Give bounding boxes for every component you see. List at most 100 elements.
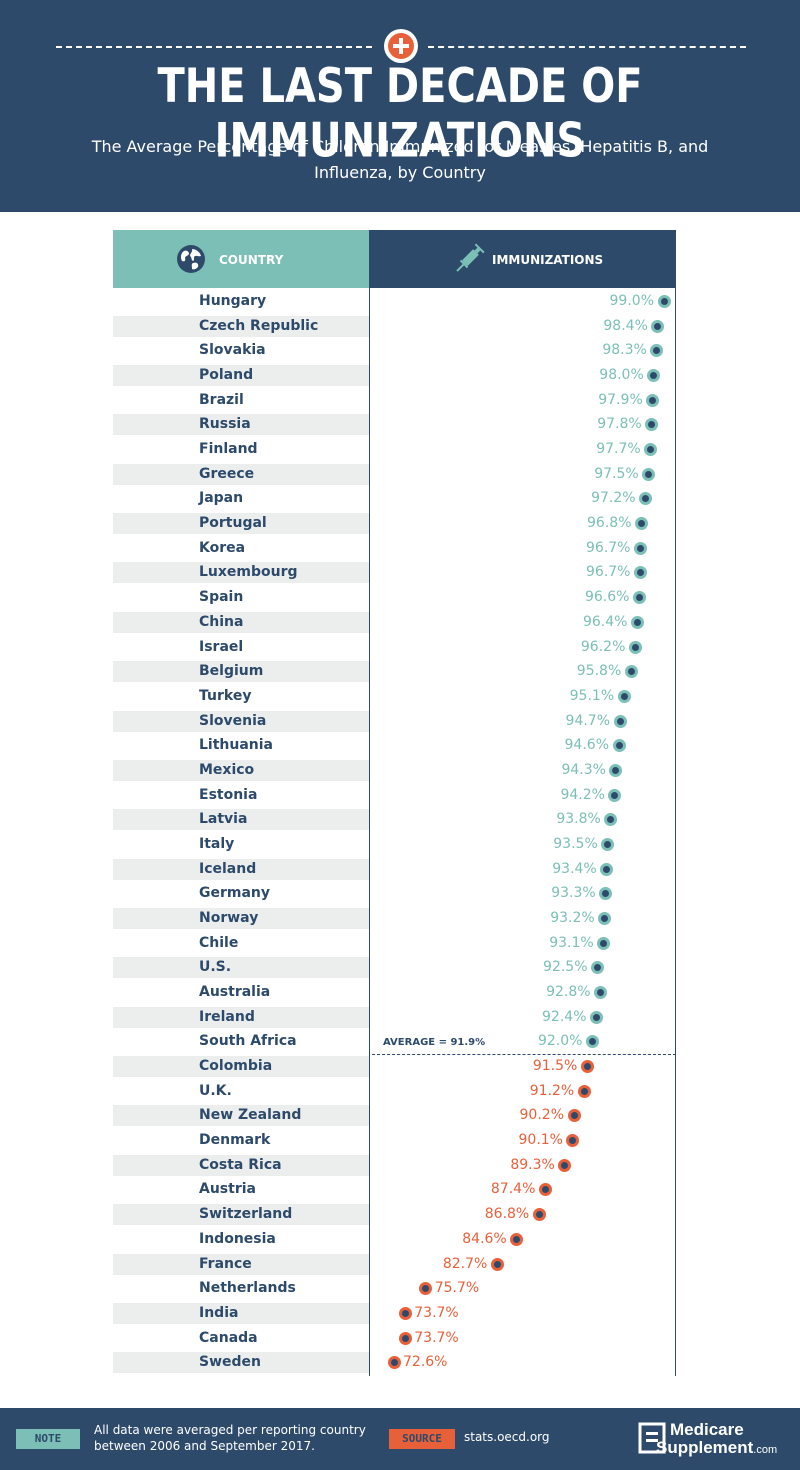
value-label: 92.5% [543,959,588,976]
immunizations-column-header: IMMUNIZATIONS [370,230,676,288]
row-band [113,611,369,633]
value-label: 75.7% [434,1280,480,1297]
page-subtitle: The Average Percentage of Children Immun… [91,137,709,182]
data-point [532,1208,546,1222]
data-point [628,640,642,654]
data-point [612,739,626,753]
value-label: 93.2% [550,910,595,926]
data-point [617,689,631,703]
page-title: THE LAST DECADE OF IMMUNIZATIONS [157,59,643,169]
country-label: Indonesia [199,1230,276,1247]
country-label: India [199,1304,239,1321]
data-point [419,1282,433,1296]
country-label: Greece [199,465,255,482]
column-divider [369,230,370,1376]
row-band [113,1006,369,1028]
country-label: New Zealand [199,1107,302,1124]
row-band [113,1056,369,1078]
country-label: Spain [199,589,244,606]
value-label: 90.2% [519,1107,564,1124]
country-label: Japan [199,490,244,507]
country-label: Slovenia [199,712,267,729]
country-label: Hungary [199,293,267,309]
value-label: 95.1% [569,687,615,704]
country-label: Slovakia [199,342,266,359]
country-label: Iceland [199,860,257,877]
country-label: Austria [199,1181,256,1198]
country-label: Costa Rica [199,1156,282,1173]
country-label: Germany [199,885,271,902]
data-point [599,887,613,901]
data-point [630,615,644,629]
value-label: 84.6% [462,1230,507,1247]
country-label: Norway [199,910,259,926]
data-point [646,393,660,407]
value-label: 93.3% [551,885,596,902]
data-point [633,566,647,580]
country-label: Italy [199,835,235,852]
country-label: Luxembourg [199,564,298,581]
data-point [650,344,664,358]
country-label: France [199,1255,252,1272]
country-label: Chile [199,934,239,951]
country-label: Canada [199,1329,258,1346]
value-label: 94.3% [561,761,606,778]
value-label: 94.6% [564,737,609,754]
header-banner: THE LAST DECADE OF IMMUNIZATIONS The Ave… [0,0,800,212]
logo-text-supplement: Supplement.com [656,1438,777,1458]
row-band [113,365,369,387]
value-label: 96.7% [586,564,631,581]
globe-icon [177,245,205,273]
source-link[interactable]: stats.oecd.org [464,1430,550,1444]
country-label: Colombia [199,1058,273,1075]
data-point [566,1134,580,1148]
data-point [632,591,646,605]
data-point [645,418,659,432]
data-point [635,517,648,531]
data-point [558,1158,572,1172]
data-point [600,862,614,876]
data-point [387,1356,401,1370]
country-label: Korea [199,539,246,556]
data-point [510,1232,524,1246]
country-label: Czech Republic [199,317,319,334]
chart-right-border [675,288,676,1376]
data-point [642,467,656,481]
country-label: Portugal [199,515,267,532]
value-label: 73.7% [414,1329,459,1346]
source-badge: SOURCE [389,1429,455,1449]
data-point [490,1257,504,1271]
note-badge: NOTE [16,1429,80,1449]
country-label: Lithuania [199,737,274,754]
syringe-icon [456,243,485,272]
value-label: 96.4% [582,613,628,630]
average-line [372,1054,676,1055]
value-label: 89.3% [510,1156,555,1173]
medicare-logo-icon [638,1422,666,1454]
data-point [398,1306,412,1320]
value-label: 73.7% [414,1304,459,1321]
row-band [113,710,369,732]
value-label: 97.2% [591,490,636,507]
row-band [113,1105,369,1127]
data-point [609,763,623,777]
country-label: U.S. [199,959,232,976]
data-point [580,1060,594,1074]
data-point [644,443,658,457]
data-point [651,319,665,333]
header-divider-left [56,46,372,48]
value-label: 94.2% [560,786,605,803]
logo-supplement-word: Supplement [656,1438,754,1457]
data-point [601,837,615,851]
country-label: Denmark [199,1132,271,1149]
value-label: 93.4% [552,860,597,877]
country-label: Poland [199,367,254,384]
value-label: 92.4% [542,1008,587,1025]
country-label: Brazil [199,391,244,408]
row-band [113,513,369,535]
immunizations-header-label: IMMUNIZATIONS [492,253,604,267]
country-label: Belgium [199,663,264,680]
value-label: 90.1% [518,1132,563,1149]
country-label: South Africa [199,1033,297,1050]
